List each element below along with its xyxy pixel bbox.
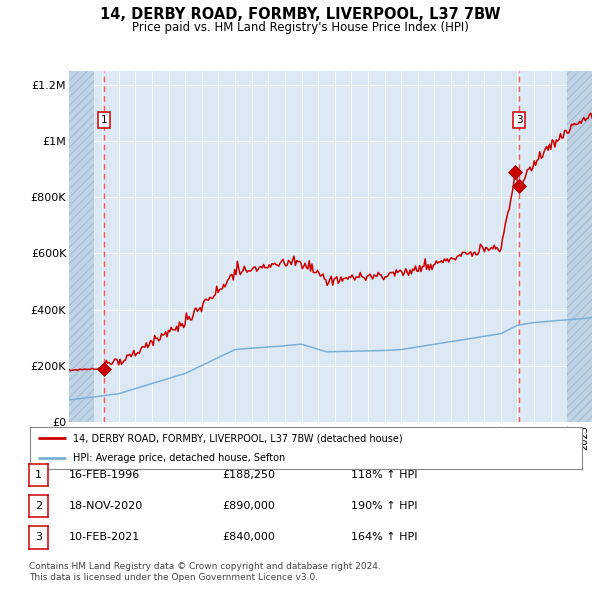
Text: 1: 1 bbox=[101, 115, 107, 125]
Text: 164% ↑ HPI: 164% ↑ HPI bbox=[351, 533, 418, 542]
Text: Contains HM Land Registry data © Crown copyright and database right 2024.
This d: Contains HM Land Registry data © Crown c… bbox=[29, 562, 380, 582]
Text: 10-FEB-2021: 10-FEB-2021 bbox=[69, 533, 140, 542]
Text: Price paid vs. HM Land Registry's House Price Index (HPI): Price paid vs. HM Land Registry's House … bbox=[131, 21, 469, 34]
Text: 2: 2 bbox=[35, 502, 42, 511]
Text: 14, DERBY ROAD, FORMBY, LIVERPOOL, L37 7BW: 14, DERBY ROAD, FORMBY, LIVERPOOL, L37 7… bbox=[100, 7, 500, 22]
Text: £840,000: £840,000 bbox=[222, 533, 275, 542]
Bar bbox=[567, 71, 600, 422]
Text: 18-NOV-2020: 18-NOV-2020 bbox=[69, 502, 143, 511]
Text: 3: 3 bbox=[516, 115, 523, 125]
Text: 190% ↑ HPI: 190% ↑ HPI bbox=[351, 502, 418, 511]
Text: £188,250: £188,250 bbox=[222, 470, 275, 480]
Text: 16-FEB-1996: 16-FEB-1996 bbox=[69, 470, 140, 480]
Text: HPI: Average price, detached house, Sefton: HPI: Average price, detached house, Seft… bbox=[73, 454, 286, 463]
Text: 1: 1 bbox=[35, 470, 42, 480]
Text: 3: 3 bbox=[35, 533, 42, 542]
Text: £890,000: £890,000 bbox=[222, 502, 275, 511]
Text: 118% ↑ HPI: 118% ↑ HPI bbox=[351, 470, 418, 480]
Text: 14, DERBY ROAD, FORMBY, LIVERPOOL, L37 7BW (detached house): 14, DERBY ROAD, FORMBY, LIVERPOOL, L37 7… bbox=[73, 434, 403, 444]
Bar bbox=[69, 71, 94, 422]
